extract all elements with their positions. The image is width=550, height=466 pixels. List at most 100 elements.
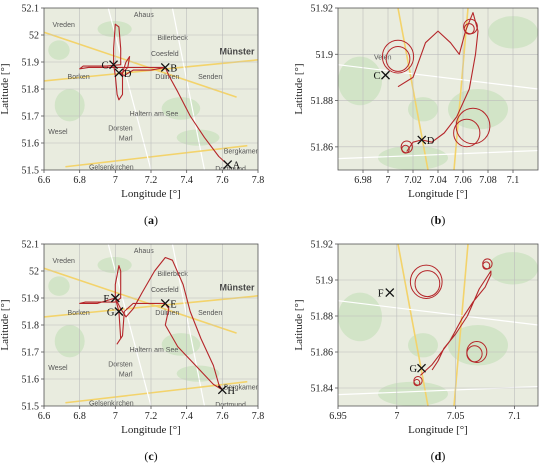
map-city-label: Marl: [119, 371, 133, 378]
map-city-label: Bergkamen: [224, 384, 260, 391]
x-tick-label: 7.6: [216, 411, 229, 422]
map-city-label: Dortmund: [215, 402, 246, 409]
map-green-area: [488, 252, 538, 285]
y-tick-label: 51.9: [316, 50, 334, 61]
map-green-area: [448, 325, 508, 366]
x-tick-label: 6.6: [38, 411, 51, 422]
map-city-label: Münster: [219, 47, 255, 57]
map-road: [397, 244, 429, 406]
x-tick-label: 7.2: [145, 411, 158, 422]
plot-area: Ahaus Vreden Billerbeck Coesfeld Münster Bork…: [44, 8, 258, 170]
flight-track: [420, 270, 492, 376]
waypoint-marker-C: [109, 60, 119, 70]
map-road: [44, 267, 237, 334]
x-tick-label: 7.2: [145, 175, 158, 186]
y-axis-label: Latitude [°]: [293, 63, 305, 114]
x-tick-label: 7.1: [507, 175, 520, 186]
x-tick-label: 7.04: [429, 175, 447, 186]
chart-panel-c: Ahaus Vreden Billerbeck Coesfeld Münster Bork…: [0, 240, 264, 464]
map-road: [65, 380, 248, 404]
x-axis-label: Longitude [°]: [121, 188, 181, 200]
waypoint-label-A: A: [233, 161, 241, 172]
x-tick-label: 7.8: [252, 411, 265, 422]
map-road: [338, 300, 538, 326]
waypoint-marker-A: [223, 160, 233, 170]
waypoint-label-C: C: [102, 61, 109, 72]
x-tick-label: 6.8: [73, 175, 86, 186]
map-road: [44, 31, 237, 98]
x-axis-label: Longitude [°]: [121, 424, 181, 436]
waypoint-label-F: F: [103, 294, 109, 305]
flight-loop: [401, 144, 410, 154]
x-tick-label: 6.98: [354, 175, 372, 186]
x-tick-label: 7.6: [216, 175, 229, 186]
panel-caption: (c): [144, 449, 157, 463]
plot-area: Velen: [338, 8, 538, 170]
map-city-label: Gelsenkirchen: [89, 401, 134, 408]
flight-loop: [463, 23, 475, 35]
flight-loop: [455, 107, 491, 145]
map-city-label: Dorsten: [108, 362, 133, 369]
panel-caption: (b): [431, 213, 446, 227]
map-city-label: Senden: [198, 74, 222, 81]
y-tick-label: 51.92: [311, 4, 334, 15]
chart-panel-a: Ahaus Vreden Billerbeck Coesfeld Münster Bork…: [0, 4, 264, 228]
x-tick-label: 7: [113, 175, 118, 186]
waypoint-marker-B: [160, 62, 170, 72]
map-city-label: Ahaus: [134, 248, 154, 255]
plot-area: [338, 244, 538, 406]
x-tick-label: 7: [113, 411, 118, 422]
map-city-label: Coesfeld: [151, 287, 179, 294]
waypoint-label-D: D: [124, 69, 132, 80]
x-tick-label: 7.08: [479, 175, 497, 186]
flight-loop: [482, 261, 491, 270]
x-tick-label: 7.1: [508, 411, 521, 422]
y-tick-label: 51.5: [22, 166, 40, 177]
x-tick-label: 7: [394, 411, 399, 422]
map-green-area: [338, 292, 382, 342]
map-green-area: [48, 40, 70, 60]
flight-loop: [453, 118, 481, 148]
x-tick-label: 7.05: [447, 411, 465, 422]
waypoint-marker-C: [381, 70, 390, 80]
flight-loop: [381, 39, 415, 74]
map-city-label: Coesfeld: [151, 51, 179, 58]
panel-caption: (a): [144, 213, 158, 227]
map-green-area: [48, 276, 70, 296]
y-tick-label: 51.5: [22, 402, 40, 413]
y-tick-label: 51.88: [311, 312, 334, 323]
map-green-area: [54, 325, 85, 358]
map-road: [453, 8, 469, 170]
x-tick-label: 6.6: [38, 175, 51, 186]
waypoint-label-F: F: [378, 289, 384, 300]
y-tick-label: 51.9: [22, 294, 40, 305]
map-city-label: Wesel: [48, 365, 68, 372]
flight-loop: [385, 45, 411, 72]
map-city-label: Dorsten: [108, 126, 133, 133]
x-tick-label: 7.06: [454, 175, 472, 186]
map-city-label: Marl: [119, 135, 133, 142]
flight-loop: [413, 379, 421, 387]
map-city-label: Wesel: [48, 129, 68, 136]
y-tick-label: 51.9: [22, 58, 40, 69]
map-city-label: Ahaus: [134, 12, 154, 19]
x-tick-label: 6.95: [329, 411, 347, 422]
waypoint-label-D: D: [427, 136, 435, 147]
flight-loop: [466, 345, 483, 363]
x-tick-label: 7: [386, 175, 391, 186]
y-tick-label: 52: [29, 267, 39, 278]
y-tick-label: 51.86: [311, 348, 334, 359]
flight-track: [79, 23, 229, 166]
x-tick-label: 7.4: [180, 411, 193, 422]
panel-caption: (d): [431, 449, 446, 463]
waypoint-label-H: H: [227, 386, 235, 397]
waypoint-marker-G: [114, 307, 124, 316]
y-tick-label: 51.9: [316, 276, 334, 287]
y-tick-label: 51.6: [22, 139, 40, 150]
map-city-label: Dülmen: [155, 74, 179, 81]
y-tick-label: 51.88: [311, 96, 334, 107]
y-tick-label: 51.7: [22, 112, 40, 123]
waypoint-marker-D: [417, 135, 427, 145]
